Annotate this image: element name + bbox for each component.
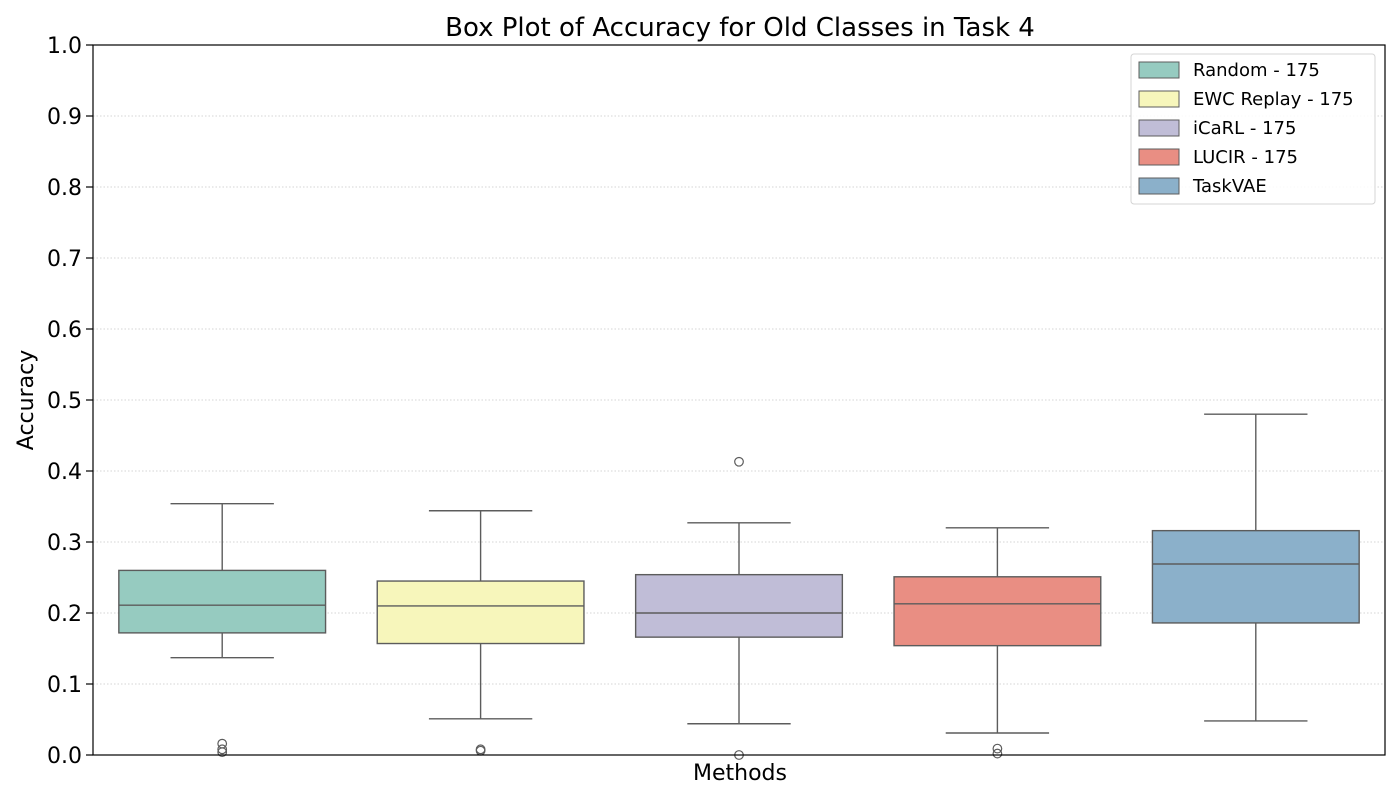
legend-swatch [1138,119,1180,137]
box-group [118,413,1360,760]
legend-swatch [1138,148,1180,166]
box-body [1151,529,1360,624]
outlier-point [217,747,228,758]
legend-label: LUCIR - 175 [1193,147,1298,168]
y-axis-label: Accuracy [14,350,39,450]
y-tick-label: 0.5 [47,389,82,414]
y-tick-label: 0.3 [47,531,82,556]
legend: Random - 175 EWC Replay - 175 iCaRL - 175 L… [1130,53,1376,205]
outlier-point [992,748,1003,759]
box-1 [118,502,327,758]
box-2 [376,510,585,756]
legend-swatch [1138,61,1180,79]
box-3 [634,456,844,760]
legend-swatch [1138,90,1180,108]
chart-title: Box Plot of Accuracy for Old Classes in … [445,13,1035,43]
y-tick-label: 1.0 [47,34,82,59]
box-4 [893,527,1102,759]
x-axis-label: Methods [693,761,787,786]
outlier-point [217,744,228,755]
box-body [634,573,844,638]
box-5 [1151,413,1360,722]
legend-label: EWC Replay - 175 [1193,89,1354,110]
y-tick-label: 0.2 [47,602,82,627]
y-tick-label: 0.6 [47,318,82,343]
outlier-point [992,743,1003,754]
legend-label: TaskVAE [1192,176,1267,197]
legend-label: iCaRL - 175 [1193,118,1296,139]
y-tick-label: 0.8 [47,176,82,201]
y-tick-label: 0.1 [47,673,82,698]
legend-frame [1130,53,1376,205]
box-body [893,576,1102,647]
legend-label: Random - 175 [1193,60,1320,81]
legend-swatch [1138,177,1180,195]
y-axis-ticks: 0.0 0.1 0.2 0.3 0.4 0.5 0.6 0.7 0.8 0.9 1.0 [47,34,93,769]
outlier-point [734,456,744,467]
y-tick-label: 0.4 [47,460,82,485]
box-body [376,580,585,645]
box-body [118,569,327,634]
y-tick-label: 0.0 [47,744,82,769]
y-tick-label: 0.7 [47,247,82,272]
y-tick-label: 0.9 [47,105,82,130]
